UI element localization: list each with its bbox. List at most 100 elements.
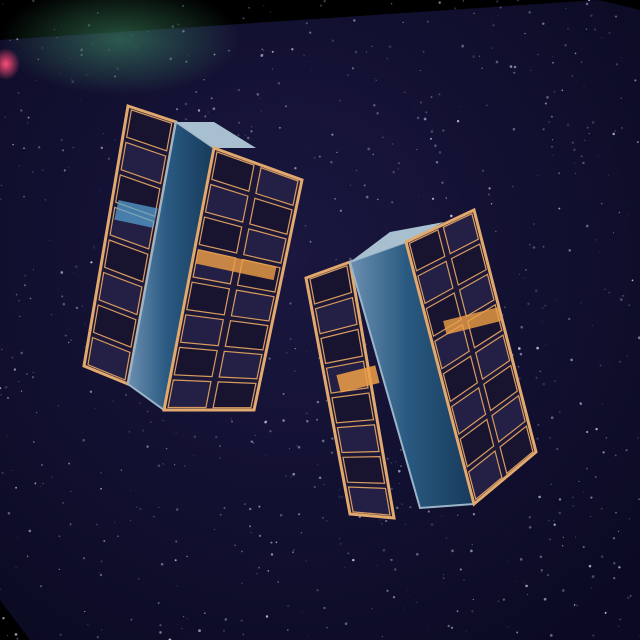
star [338,489,340,491]
star [399,483,401,484]
star [512,128,516,131]
star [599,364,602,367]
star [344,622,348,625]
star [313,156,316,159]
star [376,565,378,566]
star [472,513,475,516]
star [626,596,630,600]
star [237,121,241,124]
star [599,251,600,253]
star [290,475,293,478]
star [103,539,106,543]
star [561,89,564,92]
star [385,519,388,523]
star [409,506,412,509]
star [432,128,434,129]
star [68,462,71,465]
star [81,305,84,308]
star [7,396,9,399]
star [278,126,281,129]
star [335,259,337,261]
star [549,634,553,637]
star [438,93,441,96]
star [204,115,207,118]
star [482,197,484,199]
star [403,607,405,609]
star [508,530,510,531]
star [294,166,297,170]
solar-cell [198,216,243,254]
star [481,169,485,172]
star [60,138,64,142]
star [244,135,246,137]
star [146,410,149,413]
star [390,558,393,562]
star [605,437,608,439]
star [561,545,564,547]
star [582,491,584,493]
star [82,431,84,433]
star [523,582,524,584]
star [517,365,520,368]
star [0,198,2,201]
star [351,67,355,70]
star [386,58,388,60]
star [441,181,444,184]
star [550,483,552,485]
star [198,629,201,633]
star [61,149,65,152]
star [321,516,325,520]
star [31,376,35,379]
star [23,284,27,287]
left-panel-right-cells [167,151,299,409]
star [70,339,72,341]
star [382,548,386,552]
star [11,356,14,359]
star [574,536,577,538]
star [537,423,540,426]
star [365,195,369,199]
star [381,523,383,525]
star [390,487,393,491]
solar-cell [451,386,487,436]
star [267,570,270,572]
star [615,15,617,18]
star [146,445,149,448]
star [325,399,328,402]
solar-cell [173,346,218,378]
star [159,624,162,627]
solar-cell [309,264,353,305]
star [241,582,243,584]
star [585,467,589,470]
star [471,543,473,546]
solar-cell [212,381,257,409]
star [212,107,216,111]
star [323,606,326,610]
star [100,629,103,631]
star [241,550,243,553]
star [608,31,611,35]
star [0,387,2,390]
star [561,589,565,592]
star [74,265,78,268]
solar-cell [242,228,287,264]
star [162,463,164,465]
star [397,168,399,170]
star [618,566,621,569]
star [524,32,526,35]
solar-cell [336,424,380,454]
star [292,548,295,551]
star [87,623,89,625]
star [573,604,576,606]
star [527,594,529,596]
star [385,227,387,229]
star [570,358,573,362]
star [549,268,551,270]
star [470,549,473,553]
solar-cell [347,486,391,516]
star [604,611,607,614]
star [416,116,420,120]
star [261,48,264,51]
star [62,502,64,504]
star [625,449,628,452]
